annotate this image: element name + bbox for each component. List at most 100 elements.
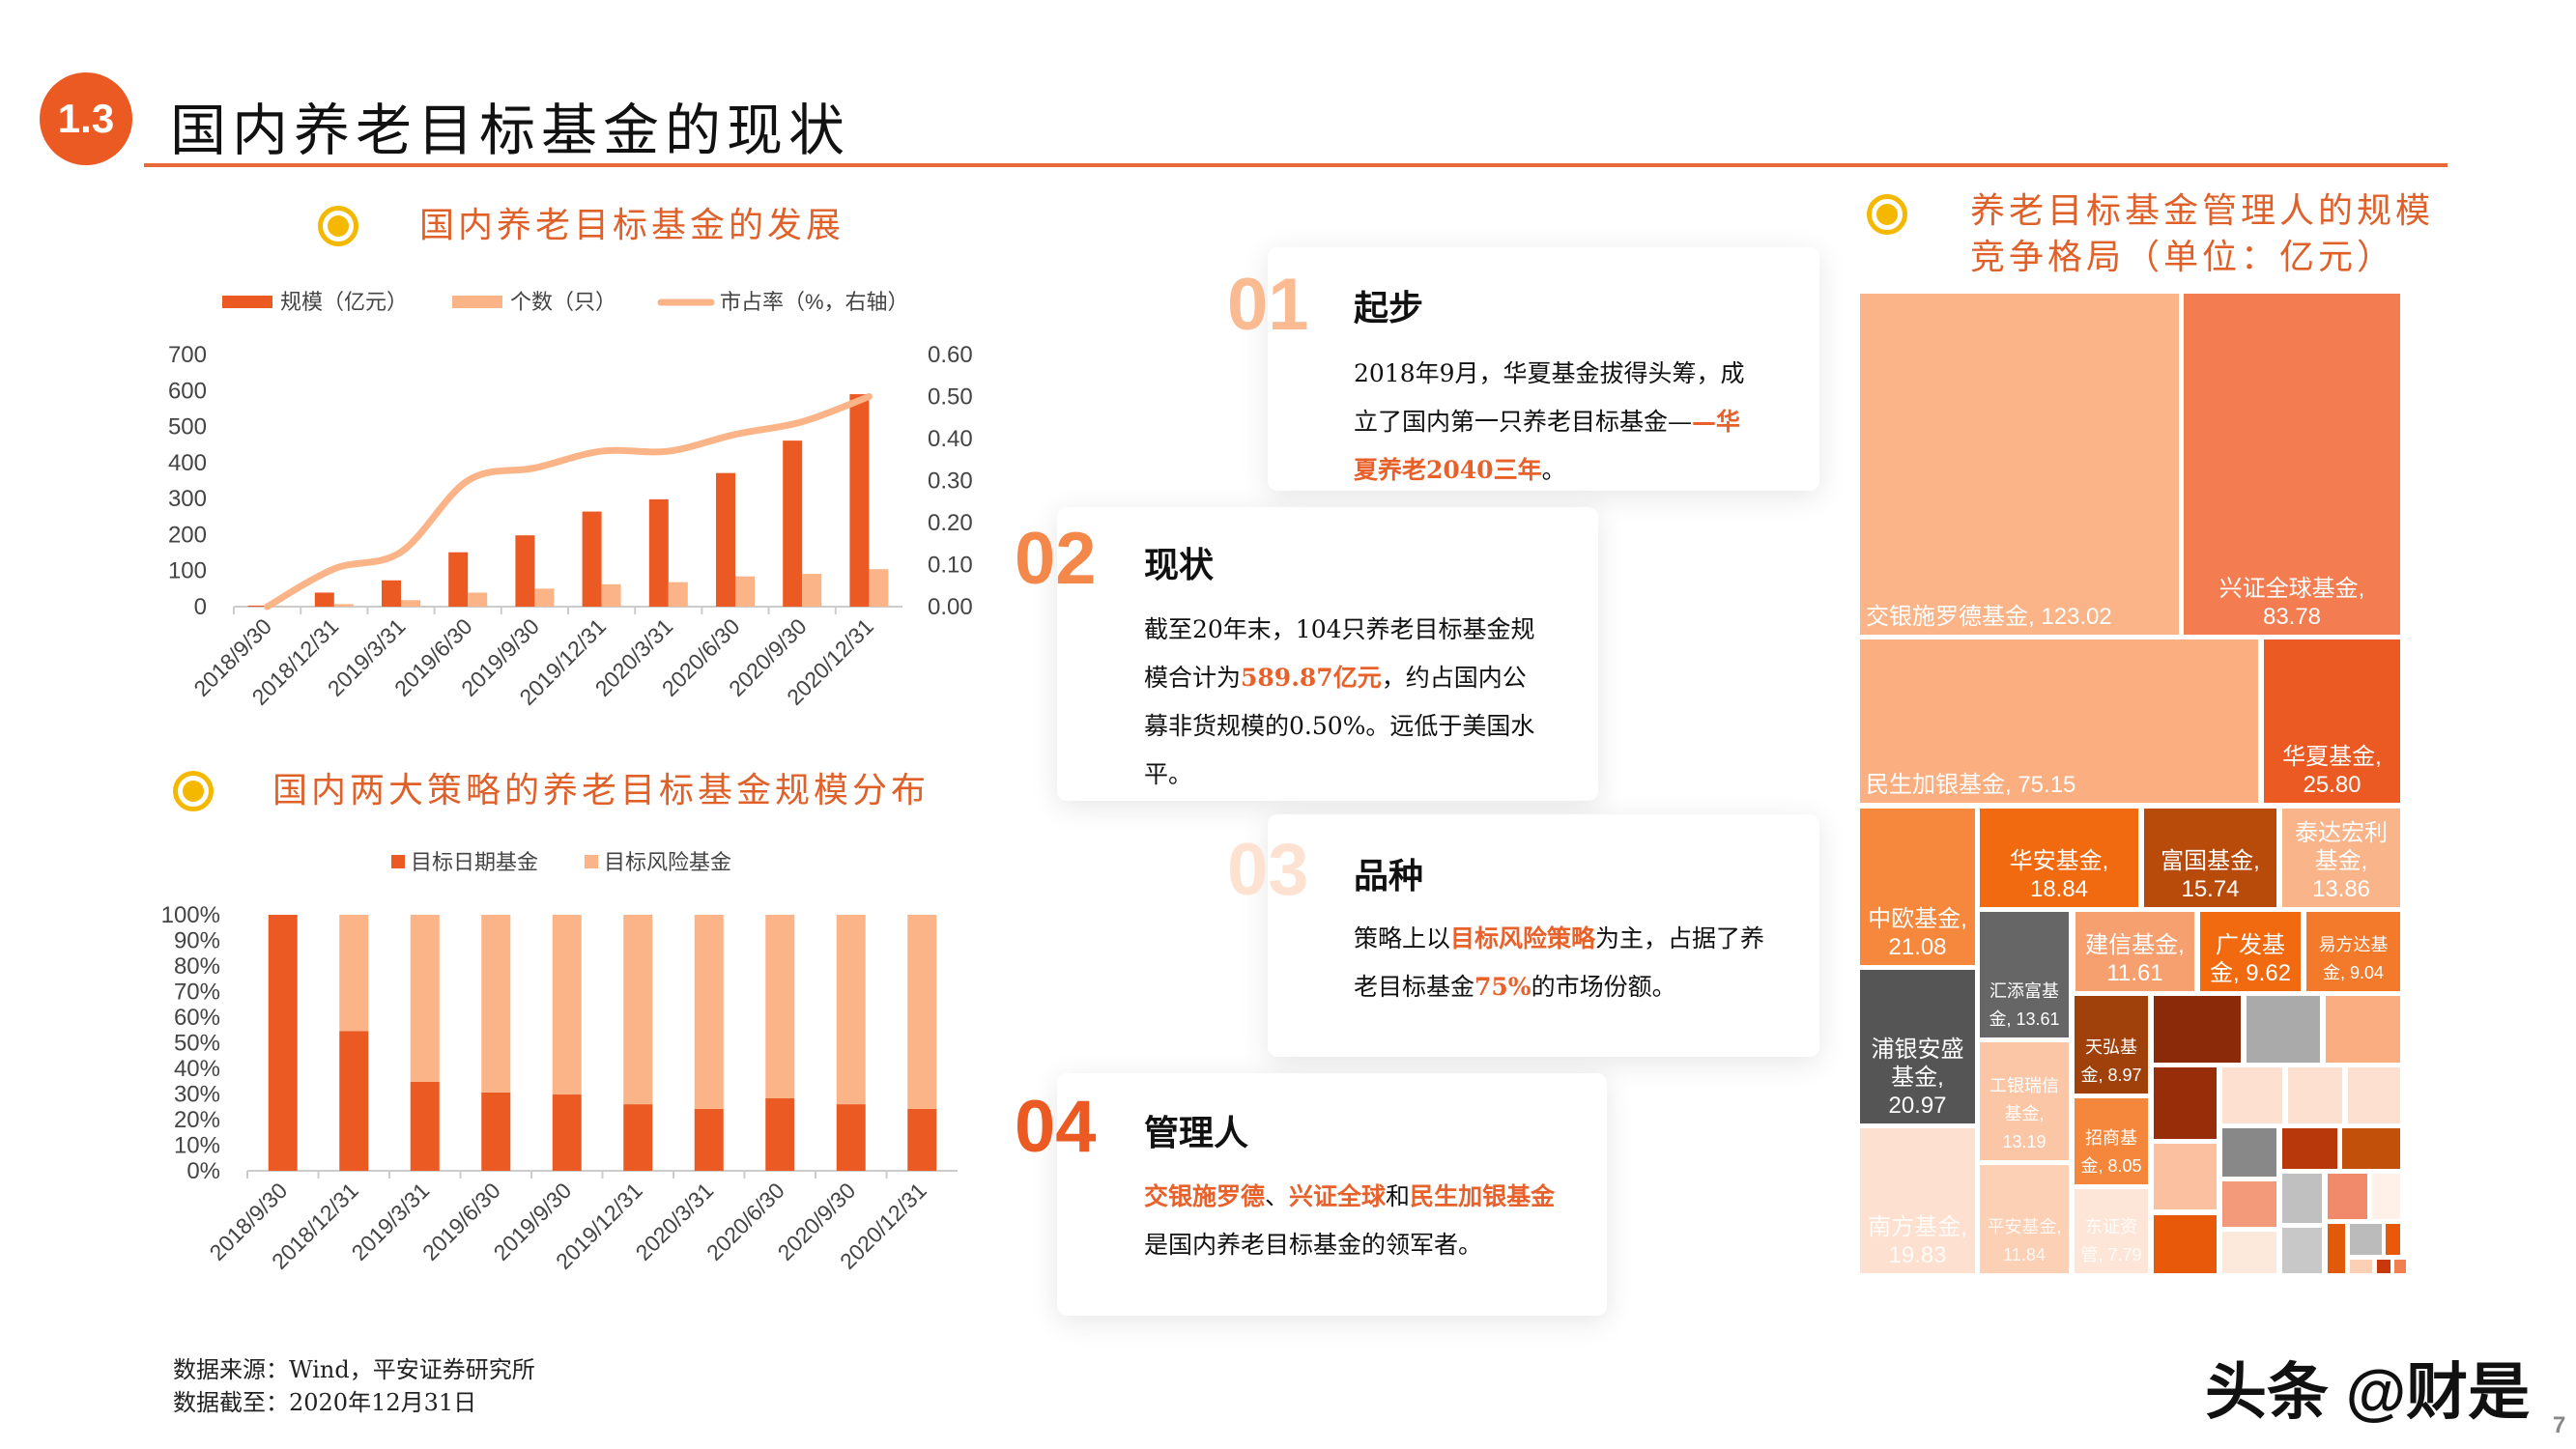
card-body: 交银施罗德、兴证全球和民生加银基金是国内养老目标基金的领军者。 [1144,1173,1560,1269]
highlight: 兴证全球 [1289,1182,1387,1210]
treemap-cell [2154,1067,2217,1139]
highlight: 589.87亿元 [1241,664,1382,692]
text: 是国内养老目标基金的领军者。 [1144,1231,1483,1259]
bar-count [668,582,688,607]
bar-target-risk [623,915,653,1105]
treemap-label: 汇添富基金, 13.61 [1989,981,2060,1029]
y-tick-label: 20% [174,1107,220,1133]
card-heading: 现状 [1144,545,1215,585]
treemap-cell: 工银瑞信基金, 13.19 [1980,1042,2069,1160]
legend-swatch [222,296,272,308]
chart1-title: 国内养老目标基金的发展 [419,206,845,245]
y2-tick-label: 0.60 [928,342,973,368]
bar-target-date [907,1108,937,1171]
y-tick-label: 700 [168,342,207,368]
card-managers [1057,1073,1607,1316]
treemap-cell [2342,1128,2400,1169]
treemap-cell: 民生加银基金, 75.15 [1860,639,2258,803]
bullet-icon [318,206,358,246]
text: ，约占国内公募非货规模的0.50%。远低于美国水平。 [1144,664,1535,788]
highlight: 目标风险策略 [1450,924,1596,952]
legend-swatch [585,855,598,868]
treemap-cell [2326,996,2400,1063]
page-title: 国内养老目标基金的现状 [170,98,851,163]
highlight: 交银施罗德 [1144,1182,1266,1210]
treemap-cell [2386,1224,2400,1255]
treemap-cell: 华夏基金, 25.80 [2264,639,2400,803]
bar-target-date [552,1094,582,1171]
treemap-label: 广发基金, 9.62 [2209,932,2292,986]
y-tick-label: 100 [168,558,207,584]
treemap-cell [2154,1144,2217,1209]
bar-count [802,574,822,607]
bar-target-risk [552,915,582,1095]
legend-label: 市占率（%，右轴） [720,290,909,314]
card-heading: 管理人 [1144,1113,1249,1153]
y-tick-label: 400 [168,450,207,476]
y-tick-label: 500 [168,414,207,440]
treemap-cell [2350,1260,2372,1273]
bar-count [534,588,555,607]
bar-target-risk [907,915,937,1109]
text: 和 [1386,1182,1411,1210]
share-line [264,393,873,611]
bar-target-risk [836,915,866,1105]
treemap-label: 中欧基金, 21.08 [1868,906,1967,960]
treemap-label: 工银瑞信基金, 13.19 [1989,1076,2059,1151]
legend-swatch [452,296,502,308]
y-tick-label: 200 [168,522,207,548]
y2-tick-label: 0.40 [928,426,973,452]
bar-target-date [268,915,298,1171]
treemap-label: 民生加银基金, 75.15 [1866,772,2076,798]
treemap-title: 养老目标基金管理人的规模 竞争格局（单位：亿元） [1970,188,2434,281]
card-body: 2018年9月，华夏基金拔得头筹，成立了国内第一只养老目标基金——华夏养老204… [1354,350,1760,495]
text: 的市场份额。 [1531,973,1676,1001]
treemap-label: 易方达基金, 9.04 [2318,935,2389,982]
treemap-cell [2282,1228,2322,1273]
card-body: 策略上以目标风险策略为主，占据了养老目标基金75%的市场份额。 [1354,915,1779,1011]
treemap-cell [2328,1224,2345,1273]
treemap-cell [2282,1174,2322,1223]
watermark: 头条 @财是 [2205,1357,2531,1427]
treemap-cell: 招商基金, 8.05 [2075,1098,2148,1184]
card-heading: 起步 [1354,288,1424,328]
treemap-cell [2222,1067,2282,1123]
text: 2018年9月，华夏基金拔得头筹，成立了国内第一只养老目标基金— [1354,359,1745,436]
treemap-title-line2: 竞争格局（单位：亿元） [1970,238,2396,277]
text: 截至20年末，104只养老目标基金规模合计为 [1144,615,1535,692]
bar-size [314,592,334,607]
bar-target-risk [481,915,511,1093]
title-divider [144,163,2447,167]
treemap-cell [2372,1174,2400,1219]
bar-target-risk [765,915,795,1099]
data-source: 数据来源：Wind，平安证券研究所 [173,1356,535,1383]
treemap-cell [2154,996,2241,1063]
legend-label: 目标日期基金 [411,850,538,874]
bar-count [401,600,420,607]
legend-label: 规模（亿元） [280,290,408,314]
bar-target-risk [694,915,724,1109]
y-tick-label: 600 [168,378,207,404]
treemap-cell [2222,1181,2276,1227]
treemap-cell: 平安基金, 11.84 [1980,1165,2069,1273]
bar-size [582,511,602,607]
card-number: 04 [1015,1086,1097,1168]
bar-target-date [694,1108,724,1171]
bar-target-risk [410,915,440,1082]
development-chart: 0 100 200 300 400 500 600 700 0.00 0.10 0.20 0.30 0.… [168,290,973,710]
bar-size [382,580,401,607]
card-number: 02 [1015,518,1097,600]
bar-count [869,569,889,607]
treemap-label: 浦银安盛基金, 20.97 [1871,1037,1964,1119]
bar-size [849,394,870,607]
card-body: 截至20年末，104只养老目标基金规模合计为589.87亿元，约占国内公募非货规… [1144,606,1540,799]
treemap-cell [2154,1215,2217,1273]
y-tick-label: 70% [174,980,220,1006]
y2-tick-label: 0.10 [928,553,973,579]
data-date: 数据截至：2020年12月31日 [173,1389,477,1416]
bar-size [648,498,669,607]
treemap-cell [2348,1067,2400,1123]
bar-count [333,604,354,607]
treemap-cell: 交银施罗德基金, 123.02 [1860,294,2179,635]
treemap-cell [2288,1067,2342,1123]
